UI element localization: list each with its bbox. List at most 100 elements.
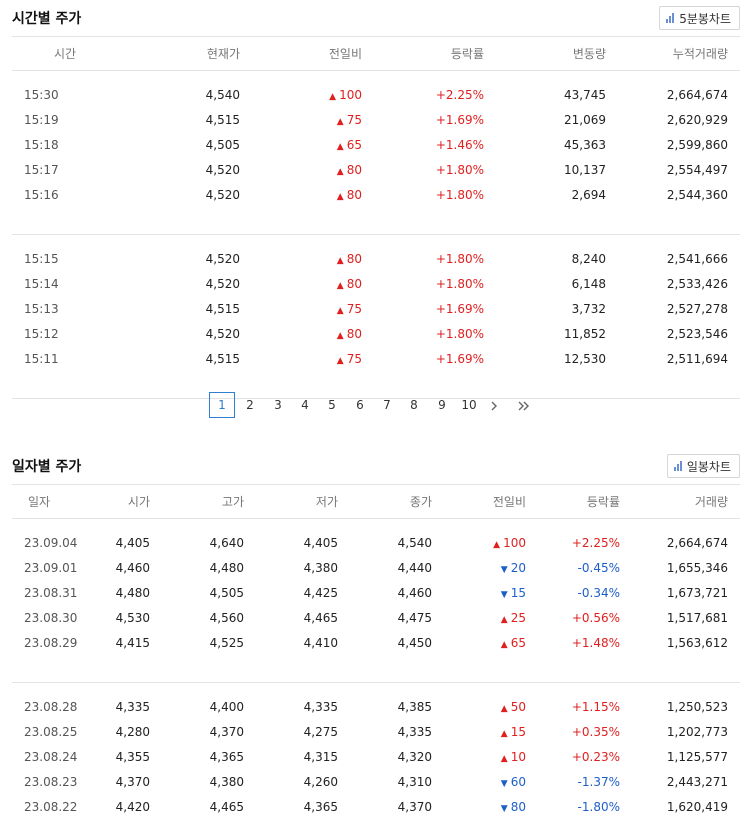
col-header: 거래량 xyxy=(632,484,740,519)
page-link-10[interactable]: 10 xyxy=(461,398,477,412)
table-cell: 43,745 xyxy=(564,88,606,102)
triangle-up-icon: ▲ xyxy=(336,331,344,341)
table-cell: 4,640 xyxy=(209,536,244,550)
next-page-button[interactable] xyxy=(484,392,504,418)
table-cell: 4,475 xyxy=(397,611,432,625)
table-cell: +0.56% xyxy=(571,611,620,625)
page-link-1[interactable]: 1 xyxy=(209,392,235,418)
col-header: 시가 xyxy=(68,484,162,519)
table-row: 23.08.25 4,280 4,370 4,275 4,335 ▲ 15 +0.35% 1,2… xyxy=(12,720,740,745)
table-cell: 4,335 xyxy=(115,700,150,714)
change-cell: ▲ 80 xyxy=(252,322,374,347)
change-value: 80 xyxy=(346,163,362,177)
table-cell: 4,365 xyxy=(209,750,244,764)
bar-chart-icon xyxy=(673,461,682,471)
change-cell: ▲ 65 xyxy=(444,631,538,656)
col-header: 현재가 xyxy=(130,36,252,71)
five-minute-chart-label: 5분봉차트 xyxy=(679,11,731,26)
table-cell: 4,370 xyxy=(115,775,150,789)
table-cell: 4,355 xyxy=(115,750,150,764)
table-cell: 2,533,426 xyxy=(666,277,728,291)
table-row: 15:17 4,520 ▲ 80 +1.80% 10,137 2,554,497 xyxy=(12,158,740,183)
table-cell: 6,148 xyxy=(571,277,606,291)
table-cell: 10,137 xyxy=(564,163,606,177)
table-row: 15:19 4,515 ▲ 75 +1.69% 21,069 2,620,929 xyxy=(12,108,740,133)
page-link-7[interactable]: 7 xyxy=(383,398,391,412)
change-value: 100 xyxy=(503,536,526,550)
table-cell: 23.08.25 xyxy=(24,725,78,739)
table-cell: 4,540 xyxy=(205,88,240,102)
change-cell: ▲ 75 xyxy=(252,297,374,322)
table-cell: 4,520 xyxy=(205,163,240,177)
page-link-9[interactable]: 9 xyxy=(438,398,446,412)
table-cell: 4,420 xyxy=(115,800,150,814)
table-row: 23.08.24 4,355 4,365 4,315 4,320 ▲ 10 +0.23% 1,1… xyxy=(12,745,740,770)
table-cell: 4,280 xyxy=(115,725,150,739)
page-link-3[interactable]: 3 xyxy=(274,398,282,412)
table-row: 15:16 4,520 ▲ 80 +1.80% 2,694 2,544,360 xyxy=(12,183,740,208)
five-minute-chart-button[interactable]: 5분봉차트 xyxy=(659,6,740,30)
table-cell: 23.08.31 xyxy=(24,586,78,600)
bar-chart-icon xyxy=(666,13,675,23)
table-row: 23.08.30 4,530 4,560 4,465 4,475 ▲ 25 +0.56% 1,5… xyxy=(12,606,740,631)
page-link-4[interactable]: 4 xyxy=(301,398,309,412)
table-cell: 4,380 xyxy=(209,775,244,789)
table-cell: 11,852 xyxy=(564,327,606,341)
triangle-down-icon: ▼ xyxy=(500,804,508,814)
table-row: 15:13 4,515 ▲ 75 +1.69% 3,732 2,527,278 xyxy=(12,297,740,322)
table-cell: 4,315 xyxy=(303,750,338,764)
table-cell: 4,515 xyxy=(205,302,240,316)
daily-chart-button[interactable]: 일봉차트 xyxy=(666,454,740,478)
table-cell: 4,400 xyxy=(209,700,244,714)
row-spacer xyxy=(12,207,740,235)
change-value: 80 xyxy=(346,188,362,202)
table-header-row: 일자 시가 고가 저가 종가 전일비 등락률 거래량 xyxy=(12,484,740,519)
spacer-cell xyxy=(12,519,740,531)
col-header: 누적거래량 xyxy=(618,36,740,71)
table-cell: 4,460 xyxy=(397,586,432,600)
table-cell: 23.08.23 xyxy=(24,775,78,789)
table-header-row: 시간 현재가 전일비 등락률 변동량 누적거래량 xyxy=(12,36,740,71)
triangle-up-icon: ▲ xyxy=(493,540,501,550)
table-cell: 4,505 xyxy=(209,586,244,600)
col-header: 전일비 xyxy=(444,484,538,519)
change-value: 15 xyxy=(510,725,526,739)
triangle-up-icon: ▲ xyxy=(500,754,508,764)
table-row: 15:30 4,540 ▲ 100 +2.25% 43,745 2,664,674 xyxy=(12,83,740,108)
time-section-title: 시간별 주가 xyxy=(12,11,82,27)
table-cell: 1,620,419 xyxy=(666,800,728,814)
daily-price-section: 일자별 주가 일봉차트 일자 시가 고가 저가 종가 전일비 등락률 거래량 2… xyxy=(12,448,740,820)
change-value: 80 xyxy=(346,277,362,291)
change-value: 80 xyxy=(510,800,526,814)
triangle-down-icon: ▼ xyxy=(500,565,508,575)
table-cell: +1.80% xyxy=(435,163,484,177)
table-cell: +1.80% xyxy=(435,252,484,266)
page-link-8[interactable]: 8 xyxy=(410,398,418,412)
page-link-5[interactable]: 5 xyxy=(328,398,336,412)
table-cell: 3,732 xyxy=(571,302,606,316)
page-link-2[interactable]: 2 xyxy=(246,398,254,412)
change-value: 65 xyxy=(510,636,526,650)
change-cell: ▲ 65 xyxy=(252,133,374,158)
table-cell: 4,480 xyxy=(115,586,150,600)
table-cell: 4,530 xyxy=(115,611,150,625)
page-link-6[interactable]: 6 xyxy=(356,398,364,412)
table-cell: 1,563,612 xyxy=(666,636,728,650)
row-spacer xyxy=(12,519,740,531)
col-header: 등락률 xyxy=(538,484,632,519)
col-header: 전일비 xyxy=(252,36,374,71)
change-cell: ▲ 15 xyxy=(444,720,538,745)
change-cell: ▲ 80 xyxy=(252,247,374,272)
col-header: 변동량 xyxy=(496,36,618,71)
table-row: 15:11 4,515 ▲ 75 +1.69% 12,530 2,511,694 xyxy=(12,347,740,372)
table-cell: +1.80% xyxy=(435,277,484,291)
table-cell: 4,405 xyxy=(115,536,150,550)
daily-price-table: 일자 시가 고가 저가 종가 전일비 등락률 거래량 23.09.04 4,405… xyxy=(12,484,740,820)
table-cell: +1.15% xyxy=(571,700,620,714)
last-page-button[interactable] xyxy=(514,392,534,418)
table-cell: 4,260 xyxy=(303,775,338,789)
spacer-cell xyxy=(12,71,740,83)
col-header: 저가 xyxy=(256,484,350,519)
table-cell: 2,664,674 xyxy=(666,536,728,550)
table-cell: 4,320 xyxy=(397,750,432,764)
